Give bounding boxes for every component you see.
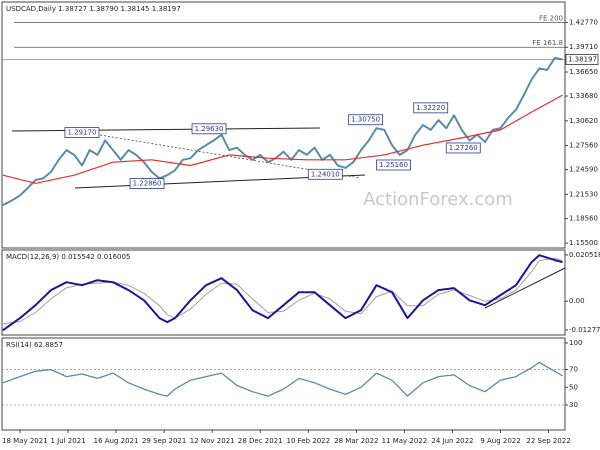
y-tick-label: 1.39710 bbox=[569, 43, 598, 51]
x-tick-label: 10 Feb 2022 bbox=[287, 437, 331, 445]
x-tick-label: 9 Aug 2022 bbox=[480, 437, 520, 445]
annotation-box bbox=[376, 159, 411, 171]
x-tick-label: 28 Mar 2022 bbox=[334, 437, 378, 445]
x-tick-label: 16 Aug 2021 bbox=[94, 437, 139, 445]
y-tick-label: 1.27560 bbox=[569, 142, 598, 150]
x-tick-label: 18 May 2021 bbox=[2, 437, 48, 445]
panel-title: RSI(14) 62.8857 bbox=[6, 341, 63, 349]
annotation-label: 1.29630 bbox=[195, 125, 224, 133]
price-panel bbox=[1, 1, 566, 249]
y-tick-label: 1.15500 bbox=[569, 239, 598, 247]
trendline bbox=[484, 267, 566, 309]
last-price-label: 1.38197 bbox=[568, 55, 597, 63]
annotation-box bbox=[413, 102, 449, 114]
x-tick-label: 12 Nov 2021 bbox=[190, 437, 235, 445]
annotation-box bbox=[445, 142, 481, 154]
x-tick-label: 29 Sep 2021 bbox=[142, 437, 186, 445]
watermark: ActionForex.com bbox=[363, 189, 513, 210]
macd-panel bbox=[1, 249, 566, 336]
fe-label: FE 200 bbox=[539, 14, 563, 22]
y-tick-label: 1.42770 bbox=[569, 18, 598, 26]
series-line bbox=[2, 94, 563, 184]
series-line bbox=[2, 257, 563, 325]
panel-title: USDCAD,Daily 1.38727 1.38790 1.38145 1.3… bbox=[6, 5, 181, 13]
annotation-box bbox=[348, 114, 384, 126]
annotation-label: 1.29170 bbox=[67, 129, 96, 137]
y-tick-label: 1.33680 bbox=[569, 92, 598, 100]
y-tick-label: 0.020518 bbox=[569, 251, 600, 259]
annotation-label: 1.22860 bbox=[133, 180, 162, 188]
trendline bbox=[11, 127, 321, 132]
annotation-box bbox=[191, 123, 227, 135]
x-tick-label: 1 Jul 2021 bbox=[50, 437, 85, 445]
x-tick-label: 28 Dec 2021 bbox=[238, 437, 283, 445]
y-tick-label: 30 bbox=[569, 401, 578, 409]
fe-label: FE 161.8 bbox=[532, 39, 563, 47]
y-tick-label: 50 bbox=[569, 383, 578, 391]
y-tick-label: 0.00 bbox=[569, 297, 585, 305]
y-tick-label: 1.30620 bbox=[569, 117, 598, 125]
annotation-label: 1.30750 bbox=[351, 116, 380, 124]
annotation-label: 1.27260 bbox=[449, 144, 478, 152]
annotation-label: 1.32220 bbox=[416, 104, 445, 112]
x-tick-label: 11 May 2022 bbox=[382, 437, 428, 445]
rsi-panel bbox=[1, 337, 566, 431]
last-price-box bbox=[565, 54, 599, 65]
y-tick-label: 1.18560 bbox=[569, 215, 598, 223]
series-line bbox=[2, 361, 563, 397]
y-tick-label: -0.012771 bbox=[569, 326, 600, 334]
annotation-box bbox=[129, 178, 165, 189]
annotation-box bbox=[307, 168, 343, 180]
x-tick-label: 24 Jun 2022 bbox=[431, 437, 473, 445]
x-tick-label: 22 Sep 2022 bbox=[526, 437, 570, 445]
y-tick-label: 1.36650 bbox=[569, 68, 598, 76]
series-line bbox=[2, 56, 563, 206]
annotation-box bbox=[64, 127, 100, 138]
y-tick-label: 1.21530 bbox=[569, 190, 598, 198]
y-tick-label: 100 bbox=[569, 339, 582, 347]
panel-title: MACD(12,26,9) 0.015542 0.016005 bbox=[6, 253, 130, 261]
y-tick-label: 70 bbox=[569, 366, 578, 374]
annotation-label: 1.24010 bbox=[311, 170, 340, 178]
series-line bbox=[2, 254, 563, 332]
y-tick-label: 1.24590 bbox=[569, 166, 598, 174]
annotation-label: 1.25160 bbox=[379, 161, 408, 169]
